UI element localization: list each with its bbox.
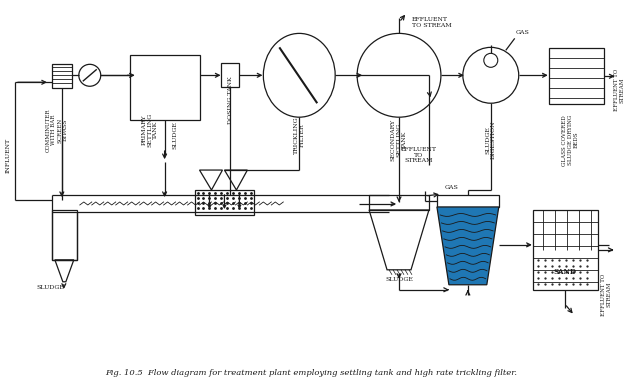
Text: GAS: GAS bbox=[516, 30, 530, 35]
Text: GLASS COVERED
SLUDGE DRYING
BEDS: GLASS COVERED SLUDGE DRYING BEDS bbox=[562, 115, 579, 166]
Text: EFFLUENT
TO STREAM: EFFLUENT TO STREAM bbox=[412, 17, 452, 28]
Text: Fig. 10.5  Flow diagram for treatment plant employing settling tank and high rat: Fig. 10.5 Flow diagram for treatment pla… bbox=[105, 368, 517, 377]
Bar bbox=[52, 64, 72, 88]
Text: SLUDGE: SLUDGE bbox=[385, 277, 413, 282]
Bar bbox=[548, 49, 603, 104]
Bar bbox=[533, 210, 598, 290]
Bar bbox=[369, 195, 429, 210]
Text: EFFLUENT TO
STREAM: EFFLUENT TO STREAM bbox=[614, 69, 624, 111]
Text: TRICKLING
FILTER: TRICKLING FILTER bbox=[294, 116, 305, 154]
Bar bbox=[130, 55, 200, 120]
Bar bbox=[195, 190, 255, 215]
Text: PRIMARY
SETTLING
TANK: PRIMARY SETTLING TANK bbox=[141, 113, 158, 147]
Text: EFFLUENT TO
STREAM: EFFLUENT TO STREAM bbox=[601, 274, 612, 316]
Bar bbox=[437, 195, 499, 207]
Bar bbox=[222, 63, 240, 87]
Text: COMMINUTER
WITH BAR
SCREEN
BYPASS: COMMINUTER WITH BAR SCREEN BYPASS bbox=[46, 109, 68, 152]
Text: DOSING TANK: DOSING TANK bbox=[228, 76, 233, 124]
Text: EFFLUENT
TO
STREAM: EFFLUENT TO STREAM bbox=[401, 147, 437, 163]
Text: INFLUENT: INFLUENT bbox=[6, 137, 11, 172]
Polygon shape bbox=[437, 207, 499, 285]
Text: SLUDGE: SLUDGE bbox=[36, 285, 64, 290]
Text: SLUDGE: SLUDGE bbox=[172, 121, 177, 149]
Text: SLUDGE
DIGESTION: SLUDGE DIGESTION bbox=[485, 121, 496, 159]
Bar bbox=[52, 210, 77, 260]
Text: SECONDARY
SETTLING
TANK: SECONDARY SETTLING TANK bbox=[391, 119, 407, 161]
Text: GAS: GAS bbox=[445, 184, 459, 189]
Text: SAND: SAND bbox=[553, 268, 576, 276]
